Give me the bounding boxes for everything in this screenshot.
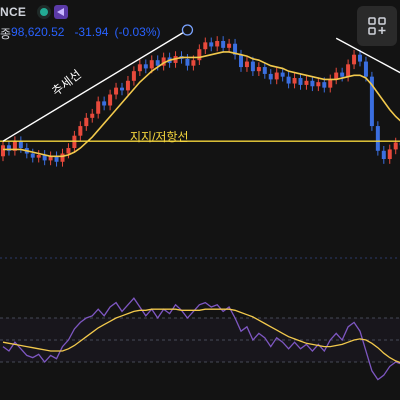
candle-body: [149, 60, 154, 69]
rsi-pane: [0, 257, 400, 381]
candle-body: [328, 79, 333, 88]
rsi-ma-line: [2, 308, 400, 364]
trend-line-handle: [181, 24, 194, 36]
candle-body: [42, 154, 47, 161]
close-value: 98,620.52: [11, 25, 65, 39]
candle-body: [12, 141, 17, 151]
candle-body: [316, 82, 321, 87]
candle-body: [369, 76, 374, 127]
candle-body: [244, 61, 249, 68]
change-percent: (-0.03%): [114, 25, 161, 39]
candle-body: [18, 141, 23, 149]
candle-body: [352, 54, 357, 65]
candle-body: [227, 43, 232, 48]
candle-body: [292, 78, 297, 84]
candle-body: [203, 42, 208, 50]
candle-body: [298, 78, 303, 85]
candle-body: [387, 149, 392, 160]
candle-body: [346, 64, 351, 77]
candle-body: [161, 57, 166, 66]
trend-line: [2, 29, 188, 142]
moving-average-line: [3, 51, 400, 158]
candle-body: [340, 72, 345, 77]
market-status-icon: [40, 8, 49, 16]
candle-body: [286, 76, 291, 84]
candle-body: [304, 80, 309, 85]
support-resistance-label[interactable]: 지지/저항선: [130, 130, 189, 144]
candle-body: [239, 54, 243, 68]
candle-body: [268, 73, 273, 80]
candle-body: [30, 153, 35, 158]
candle-body: [131, 71, 136, 81]
candle-body: [221, 40, 226, 48]
candle-body: [137, 64, 142, 72]
candle-body: [262, 67, 267, 74]
candle-body: [84, 117, 89, 127]
candle-body: [209, 42, 214, 47]
layout-grid-plus-icon: [368, 17, 386, 35]
candle-body: [66, 148, 71, 154]
candle-body: [36, 154, 41, 158]
candle-body: [250, 61, 255, 72]
candle-body: [233, 43, 238, 55]
drawing-lines: [0, 24, 400, 142]
candle-body: [215, 40, 220, 47]
candle-body: [60, 153, 65, 162]
candle-body: [334, 72, 339, 80]
candle-body: [322, 82, 327, 88]
candle-body: [108, 94, 113, 106]
candle-body: [274, 72, 279, 80]
indicator-logo-icon[interactable]: [54, 5, 69, 19]
candle-body: [280, 72, 285, 77]
candle-body: [197, 49, 202, 61]
candle-body: [90, 113, 95, 118]
exchange-name: NCE: [0, 5, 27, 19]
candle-body: [185, 58, 190, 66]
candlestick-series: [1, 36, 400, 167]
candle-body: [96, 101, 101, 114]
candle-body: [143, 64, 148, 69]
layout-grid-plus-button[interactable]: [357, 6, 397, 46]
candle-body: [358, 54, 362, 62]
candle-body: [393, 142, 398, 150]
candle-body: [78, 126, 83, 136]
candle-body: [48, 156, 53, 161]
ohlc-readout: 종 98,620.52 -31.94 (-0.03%): [0, 25, 160, 42]
candle-body: [155, 60, 160, 66]
candle-body: [102, 101, 107, 106]
ma-line: [3, 51, 400, 158]
candle-body: [375, 126, 380, 151]
rsi-line: [2, 297, 400, 381]
candle-body: [6, 145, 11, 151]
symbol-header: NCE: [0, 2, 69, 22]
candle-body: [191, 60, 196, 66]
candle-body: [114, 87, 119, 95]
candle-body: [120, 87, 124, 91]
trend-line: [335, 37, 400, 74]
candle-body: [363, 61, 368, 77]
change-value: -31.94: [74, 25, 109, 39]
candle-body: [310, 80, 315, 87]
candle-body: [1, 145, 5, 157]
candle-body: [54, 156, 59, 162]
close-label: 종: [0, 27, 12, 41]
candle-body: [256, 67, 261, 72]
candle-body: [125, 80, 130, 91]
candle-body: [381, 150, 386, 160]
